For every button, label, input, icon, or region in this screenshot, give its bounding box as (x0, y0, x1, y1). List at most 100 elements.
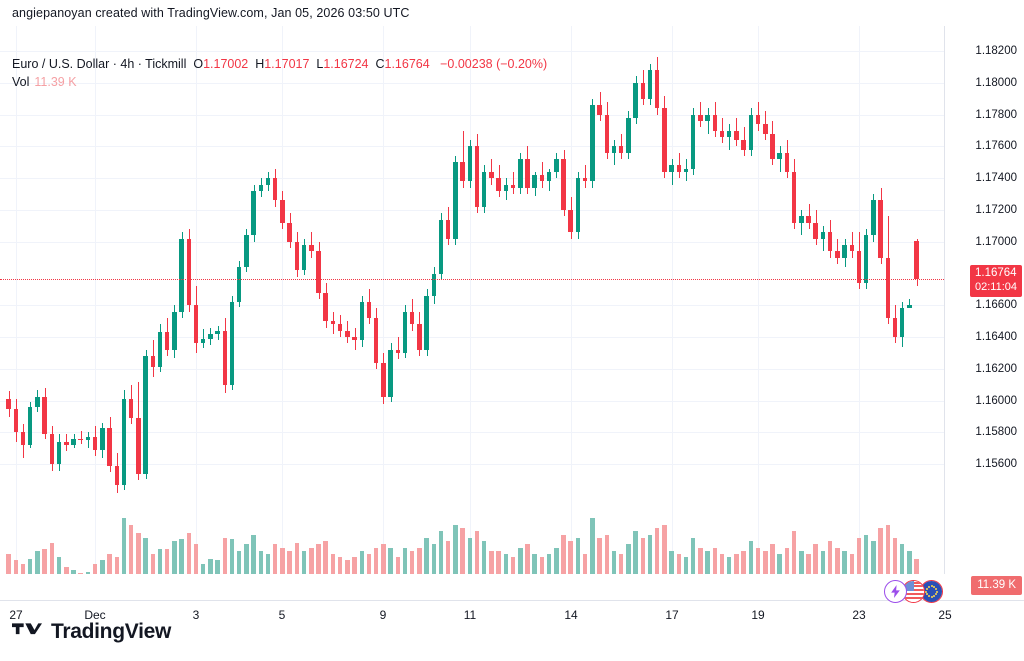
volume-bar (518, 547, 523, 574)
volume-bar (467, 537, 473, 574)
candle-body (388, 349, 393, 398)
volume-bar (590, 518, 595, 574)
candle-body (49, 434, 55, 465)
candle-body (193, 305, 199, 344)
volume-bar (849, 554, 854, 574)
chart-plot-area[interactable] (0, 26, 944, 574)
time-axis-label: Dec (84, 608, 106, 622)
gridline-vertical (672, 26, 673, 574)
volume-bar (251, 534, 256, 574)
candle-body (395, 349, 400, 353)
legend-symbol: Euro / U.S. Dollar (12, 57, 110, 71)
candle-body (698, 114, 703, 121)
candle-body (179, 238, 184, 312)
candle-body (128, 399, 134, 419)
volume-bar (640, 537, 645, 574)
candle-body (554, 159, 559, 172)
candle-body (835, 251, 840, 258)
volume-bar (878, 528, 883, 574)
volume-bar (842, 550, 847, 574)
volume-bar (388, 547, 393, 574)
volume-bar (92, 563, 98, 574)
volume-bar (330, 554, 336, 574)
candle-body (820, 232, 826, 239)
candle-body (676, 165, 682, 172)
volume-bar (856, 537, 862, 574)
gridline-vertical (383, 26, 384, 574)
volume-bar (662, 524, 667, 574)
candle-body (618, 146, 624, 153)
candle-body (892, 318, 898, 338)
volume-bar (604, 534, 609, 574)
volume-bar (618, 554, 624, 574)
volume-bar (633, 531, 638, 574)
price-axis-label: 1.15600 (975, 458, 1017, 471)
volume-bar (734, 554, 739, 574)
volume-bar (381, 544, 386, 574)
current-price-value: 1.16764 (974, 267, 1017, 280)
volume-bar (150, 554, 155, 574)
symbol-icon-group[interactable] (884, 580, 943, 603)
legend-volume-key: Vol (12, 75, 30, 89)
price-axis[interactable]: 1.18200 1.18000 1.17800 1.17600 1.17400 1.172… (944, 26, 1024, 574)
candle-body (229, 302, 235, 385)
current-price-line (0, 279, 944, 281)
volume-bar (445, 541, 451, 574)
candle-body (474, 146, 480, 207)
volume-bar (179, 539, 184, 574)
candle-wick (809, 203, 810, 230)
gridline-vertical (16, 26, 17, 574)
current-price-tag[interactable]: 1.16764 02:11:04 (969, 265, 1022, 298)
price-axis-label: 1.16600 (975, 299, 1017, 312)
volume-bar (186, 533, 192, 574)
volume-bar (626, 544, 631, 574)
volume-bar (258, 550, 264, 574)
eu-star (927, 595, 930, 598)
candle-body (373, 318, 379, 363)
volume-bar (424, 537, 429, 574)
candle-body (842, 244, 847, 258)
candle-body (791, 171, 797, 223)
candle-body (366, 302, 372, 318)
chart-frame: 1.18200 1.18000 1.17800 1.17600 1.17400 1.172… (0, 26, 1024, 631)
time-axis-label: 19 (751, 608, 765, 622)
volume-bar (813, 544, 818, 574)
legend-low-key: L (316, 57, 324, 71)
eu-flag-icon[interactable] (920, 580, 943, 603)
volume-bar (705, 550, 710, 574)
candle-body (582, 178, 588, 182)
gridline-vertical (859, 26, 860, 574)
candle-body (590, 105, 595, 182)
volume-value-tag[interactable]: 11.39 K (971, 576, 1022, 595)
volume-bar (136, 533, 141, 574)
volume-bar (208, 558, 213, 574)
candle-body (604, 114, 609, 153)
candle-body (741, 140, 746, 150)
candle-body (763, 124, 768, 134)
gridline-horizontal (0, 209, 944, 211)
candle-body (273, 178, 278, 201)
gridline-horizontal (0, 305, 944, 307)
candle-body (482, 171, 487, 207)
candle-body (546, 171, 552, 182)
volume-bar (460, 528, 465, 574)
time-axis[interactable]: 27Dec3591114171923252820265 (0, 600, 1024, 631)
candle-wick (672, 159, 673, 185)
candle-body (186, 238, 192, 306)
lightning-bolt-icon[interactable] (884, 580, 907, 603)
candle-body (85, 437, 91, 441)
bar-countdown: 02:11:04 (974, 280, 1017, 293)
volume-bar (280, 547, 285, 574)
candle-body (200, 338, 206, 344)
candle-wick (780, 146, 781, 172)
volume-bar (827, 541, 833, 574)
volume-bar (287, 550, 292, 574)
candle-body (381, 362, 386, 398)
us-flag-icon[interactable] (902, 580, 925, 603)
gridline-horizontal (0, 337, 944, 339)
candle-wick (88, 432, 89, 449)
candle-body (626, 117, 631, 153)
volume-bar (647, 534, 653, 574)
volume-bar (13, 560, 19, 574)
